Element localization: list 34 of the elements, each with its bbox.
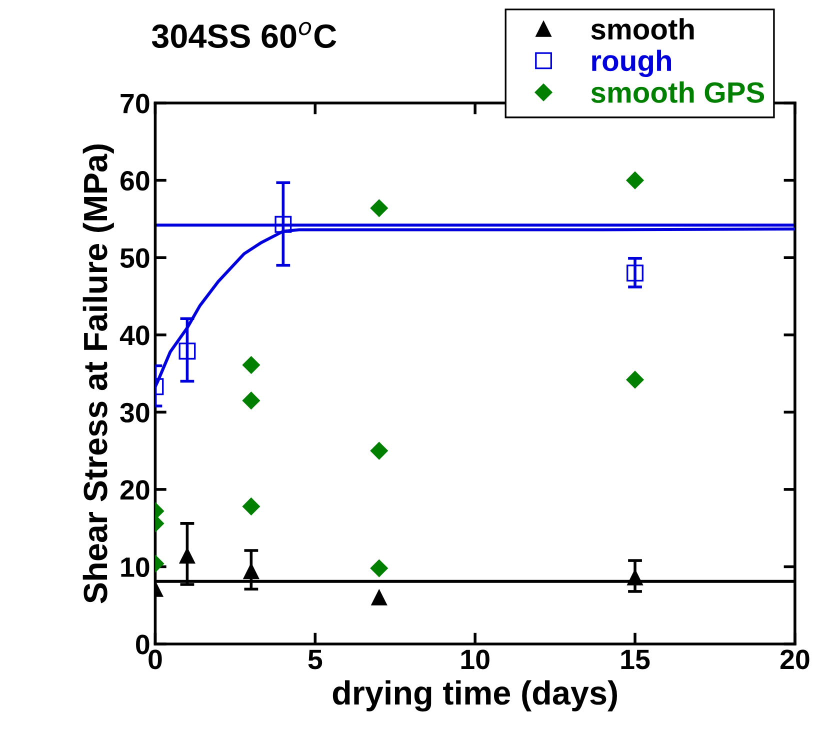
point bbox=[242, 498, 260, 516]
point bbox=[371, 590, 387, 606]
point bbox=[627, 570, 643, 586]
point bbox=[370, 560, 388, 577]
x-tick-label: 5 bbox=[308, 650, 322, 670]
point bbox=[626, 264, 644, 282]
point bbox=[626, 371, 644, 388]
y-tick-label: 0 bbox=[136, 634, 150, 654]
x-axis-title: drying time (days) bbox=[332, 680, 617, 712]
x-tick-label: 20 bbox=[780, 650, 810, 670]
point bbox=[370, 442, 388, 460]
point bbox=[626, 172, 644, 190]
point bbox=[242, 392, 260, 410]
legend-label: smooth GPS bbox=[591, 81, 764, 103]
x-tick-label: 15 bbox=[621, 650, 650, 670]
point bbox=[274, 216, 292, 233]
y-tick-label: 40 bbox=[120, 326, 150, 346]
y-tick-label: 10 bbox=[121, 557, 150, 578]
x-tick-label: 10 bbox=[461, 650, 490, 670]
legend-label: rough bbox=[592, 50, 672, 78]
y-tick-label: 50 bbox=[120, 248, 150, 268]
point bbox=[243, 564, 259, 580]
y-tick-label: 70 bbox=[120, 94, 150, 114]
point bbox=[242, 356, 260, 374]
x-tick-label: 0 bbox=[148, 650, 162, 670]
point bbox=[370, 199, 388, 217]
y-tick-label: 60 bbox=[120, 170, 150, 191]
chart-title: 304SS 60$^{o}$C bbox=[152, 22, 336, 48]
y-axis-title: Shear Stress at Failure (MPa) bbox=[82, 144, 114, 604]
point bbox=[179, 548, 195, 564]
y-tick-label: 30 bbox=[120, 402, 150, 423]
legend-label: smooth bbox=[591, 18, 694, 40]
point bbox=[178, 342, 196, 360]
y-tick-label: 20 bbox=[120, 480, 150, 500]
